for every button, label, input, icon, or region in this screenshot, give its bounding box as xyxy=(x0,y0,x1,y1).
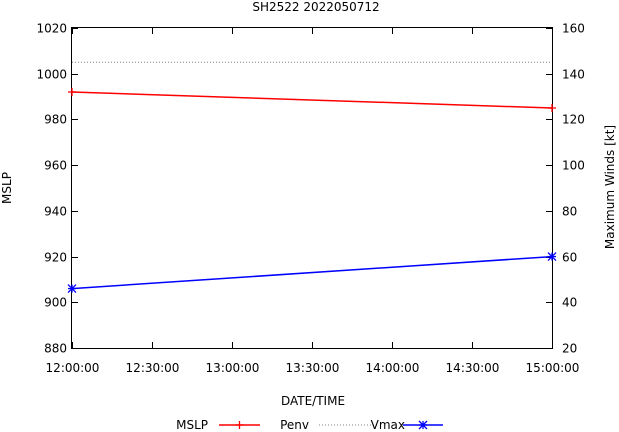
y-tick-label-right: 80 xyxy=(562,205,577,219)
data-point-vmax xyxy=(547,252,557,262)
x-tick-label: 13:00:00 xyxy=(206,361,260,375)
legend-label-penv: Penv xyxy=(280,418,309,432)
series-line-vmax xyxy=(71,255,553,290)
x-axis: 12:00:00 12:30:00 13:00:00 13:30:00 14:00:00… xyxy=(46,28,580,375)
y-tick-label-right: 160 xyxy=(562,22,585,36)
legend: MSLP Penv Vmax xyxy=(176,418,443,432)
y-tick-label-left: 900 xyxy=(44,296,67,310)
y-tick-label-left: 980 xyxy=(44,113,67,127)
y-tick-label-left: 920 xyxy=(44,251,67,265)
x-tick-label: 13:30:00 xyxy=(286,361,340,375)
left-axis: 880 900 920 940 960 980 1000 1020 xyxy=(36,22,552,356)
series-line-mslp xyxy=(71,91,553,109)
y-tick-label-left: 940 xyxy=(44,205,67,219)
right-axis: 20 40 60 80 100 120 140 160 xyxy=(562,22,585,356)
x-tick-label: 12:30:00 xyxy=(126,361,180,375)
legend-label-mslp: MSLP xyxy=(176,418,208,432)
data-point-vmax xyxy=(67,284,77,294)
y-tick-label-right: 40 xyxy=(562,296,577,310)
series-layer xyxy=(67,61,557,294)
chart-title: SH2522 2022050712 xyxy=(252,0,379,14)
y-axis-label-right: Maximum Winds [kt] xyxy=(603,125,617,249)
x-axis-label: DATE/TIME xyxy=(281,394,345,408)
y-tick-label-right: 60 xyxy=(562,251,577,265)
y-axis-label-left: MSLP xyxy=(0,172,14,204)
y-tick-label-left: 960 xyxy=(44,159,67,173)
y-tick-label-right: 120 xyxy=(562,113,585,127)
y-tick-label-left: 1000 xyxy=(36,68,67,82)
y-tick-label-left: 1020 xyxy=(36,22,67,36)
x-tick-label: 14:30:00 xyxy=(446,361,500,375)
y-tick-label-right: 140 xyxy=(562,68,585,82)
legend-label-vmax: Vmax xyxy=(371,418,405,432)
y-tick-label-left: 880 xyxy=(44,342,67,356)
plot-frame xyxy=(71,27,553,349)
legend-marker-vmax xyxy=(418,420,428,430)
x-tick-label: 12:00:00 xyxy=(46,361,100,375)
x-tick-label: 14:00:00 xyxy=(366,361,420,375)
y-tick-label-right: 20 xyxy=(562,342,577,356)
y-tick-label-right: 100 xyxy=(562,159,585,173)
x-tick-label: 15:00:00 xyxy=(526,361,580,375)
